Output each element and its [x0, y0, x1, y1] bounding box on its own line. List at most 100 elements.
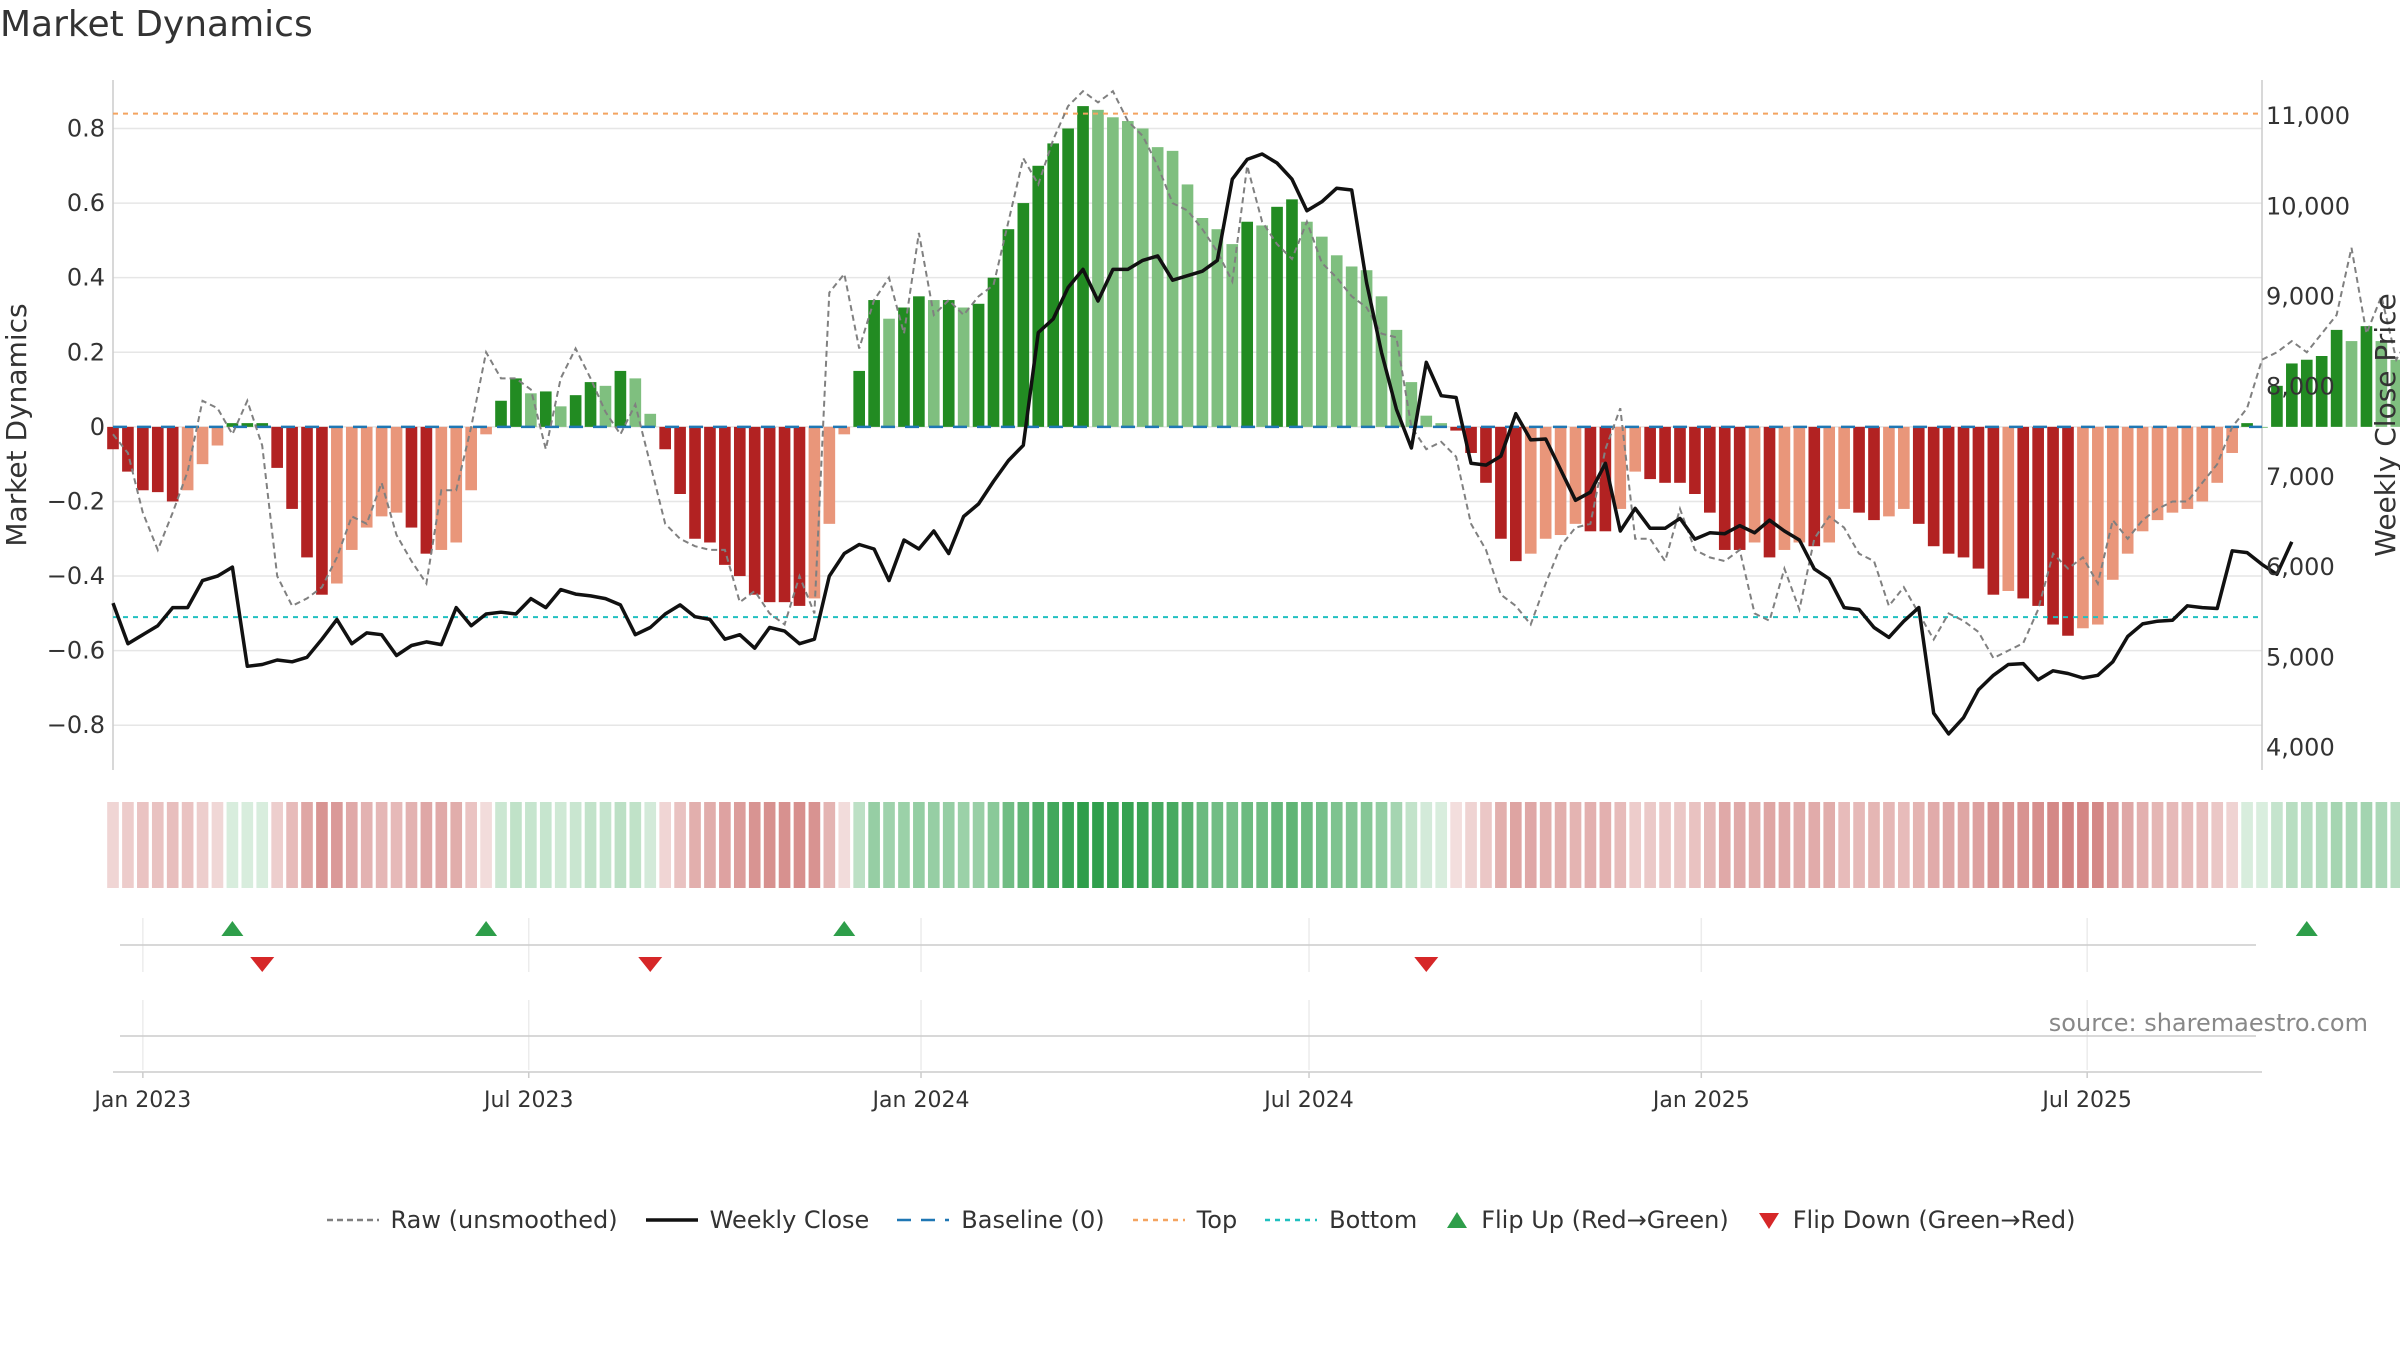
regime-cell: [1554, 802, 1567, 888]
regime-cell: [793, 802, 806, 888]
regime-cell: [853, 802, 866, 888]
regime-cell: [1674, 802, 1686, 888]
legend-item: Bottom: [1263, 1206, 1417, 1234]
regime-cell: [1942, 802, 1955, 888]
regime-cell: [316, 802, 328, 888]
dynamics-bar: [2077, 426, 2089, 629]
regime-cell: [1629, 802, 1642, 888]
dynamics-bar: [465, 426, 477, 491]
dynamics-bar: [137, 426, 149, 491]
regime-cell: [1017, 802, 1030, 888]
dynamics-bar: [2047, 426, 2059, 625]
regime-cell: [1032, 802, 1045, 888]
regime-cell: [1584, 802, 1597, 888]
x-tick-label: Jul 2024: [1262, 1088, 1354, 1113]
regime-cell: [2211, 802, 2224, 888]
legend-label: Flip Down (Green→Red): [1792, 1206, 2076, 1234]
right-axis-label: Weekly Close Price: [2369, 293, 2400, 556]
dynamics-bar: [838, 426, 851, 435]
left-tick-label: 0.6: [67, 189, 105, 217]
dynamics-bar: [1763, 426, 1776, 558]
legend-swatch-shape: [1758, 1213, 1779, 1229]
regime-cell: [480, 802, 492, 888]
left-tick-label: 0: [90, 413, 105, 441]
regime-cell: [510, 802, 522, 888]
regime-cell: [2092, 802, 2104, 888]
regime-cell: [1465, 802, 1477, 888]
dynamics-bar: [1286, 199, 1298, 427]
regime-cell: [1718, 802, 1731, 888]
dynamics-bar: [2390, 359, 2400, 427]
weekly-close-line: [111, 152, 2294, 736]
regime-cell: [196, 802, 209, 888]
regime-cell: [1509, 802, 1522, 888]
regime-cell: [241, 802, 254, 888]
regime-cell: [2315, 802, 2328, 888]
dynamics-bar: [301, 426, 313, 558]
regime-cell: [838, 802, 851, 888]
flip-up-marker: [221, 921, 244, 936]
dynamics-bar: [2211, 426, 2224, 483]
dynamics-bar: [1689, 426, 1701, 494]
chart-title: Market Dynamics: [0, 4, 313, 45]
regime-cell: [1868, 802, 1880, 888]
regime-cell: [2360, 802, 2373, 888]
regime-cell: [1420, 802, 1433, 888]
dynamics-bar: [898, 307, 910, 427]
flip-down-marker: [1414, 957, 1439, 972]
dynamics-bar: [107, 426, 119, 450]
regime-cell: [1092, 802, 1104, 888]
dynamics-bar: [883, 318, 895, 427]
regime-cell: [166, 802, 179, 888]
legend-swatch: [326, 1218, 379, 1222]
dynamics-bar: [256, 423, 269, 427]
regime-cell: [1047, 802, 1060, 888]
right-tick-label: 10,000: [2266, 192, 2350, 220]
regime-cell: [539, 802, 552, 888]
dynamics-bar: [1435, 423, 1448, 427]
dynamics-bar: [1330, 255, 1343, 427]
regime-cell: [420, 802, 433, 888]
regime-cell: [719, 802, 731, 888]
legend-label: Bottom: [1329, 1206, 1418, 1234]
dynamics-bar: [1629, 426, 1642, 472]
legend-swatch: [1758, 1213, 1779, 1229]
dynamics-bar: [1390, 329, 1403, 427]
left-tick-label: −0.2: [47, 487, 105, 515]
dynamics-bar: [1241, 221, 1254, 427]
regime-cell: [1763, 802, 1776, 888]
regime-cell: [972, 802, 985, 888]
dynamics-bar: [1151, 147, 1164, 427]
dynamics-bar: [2300, 359, 2313, 427]
dynamics-bar: [2106, 426, 2119, 580]
dynamics-bar: [405, 426, 418, 528]
dynamics-bar: [2166, 426, 2179, 513]
dynamics-bar: [1942, 426, 1955, 554]
regime-cell: [375, 802, 388, 888]
dynamics-bar: [1584, 426, 1597, 532]
x-tick-label: Jan 2025: [1651, 1088, 1750, 1113]
dynamics-bar: [316, 426, 328, 595]
dynamics-bar: [1704, 426, 1716, 513]
dynamics-bar: [1211, 229, 1224, 427]
legend-label: Baseline (0): [961, 1206, 1105, 1234]
regime-cell: [2345, 802, 2358, 888]
legend-item: Flip Down (Green→Red): [1755, 1206, 2076, 1234]
regime-cell: [2002, 802, 2015, 888]
dynamics-bar: [1524, 426, 1537, 554]
regime-cell: [689, 802, 701, 888]
left-tick-label: 0.2: [67, 338, 105, 366]
regime-cell: [211, 802, 224, 888]
regime-cell: [1271, 802, 1283, 888]
dynamics-bar: [1121, 121, 1134, 427]
regime-cell: [2047, 802, 2059, 888]
regime-cell: [256, 802, 269, 888]
regime-cell: [898, 802, 910, 888]
regime-cell: [1539, 802, 1552, 888]
dynamics-bar: [1092, 109, 1104, 427]
legend-swatch: [897, 1218, 950, 1222]
dynamics-bar: [1181, 184, 1194, 427]
regime-cell: [629, 802, 642, 888]
regime-cell: [1107, 802, 1119, 888]
